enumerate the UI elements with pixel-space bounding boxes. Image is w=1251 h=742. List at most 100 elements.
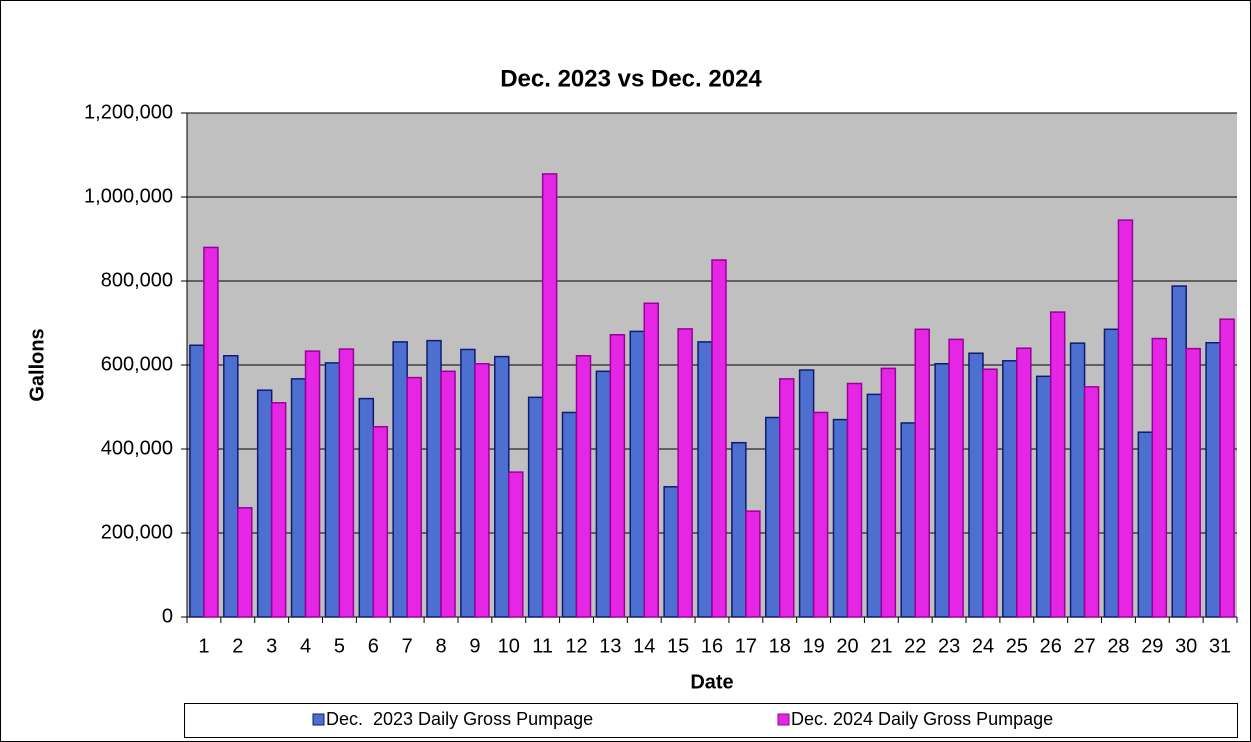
legend-swatch (777, 713, 790, 726)
bar (508, 471, 524, 618)
bar (934, 362, 950, 618)
y-axis-label: Gallons (26, 328, 48, 401)
x-tick-label: 31 (1209, 635, 1231, 657)
x-tick-label: 7 (402, 635, 413, 657)
bar (745, 510, 761, 618)
x-tick-label: 18 (769, 635, 791, 657)
bar (1002, 360, 1018, 618)
bar (358, 397, 375, 618)
bar (189, 344, 205, 618)
bar (866, 393, 883, 618)
bar (609, 334, 626, 618)
bar (914, 328, 930, 618)
x-tick-label: 19 (802, 635, 824, 657)
bar (595, 370, 612, 618)
bar (798, 369, 815, 618)
x-tick-label: 1 (198, 635, 209, 657)
bar (392, 341, 408, 618)
x-tick-label: 29 (1141, 635, 1163, 657)
bar (1069, 342, 1086, 618)
bar (697, 341, 713, 618)
bar (561, 411, 578, 618)
x-tick-label: 17 (735, 635, 757, 657)
bar (764, 416, 781, 618)
bar (256, 389, 273, 618)
x-tick-label: 12 (565, 635, 587, 657)
bar (629, 330, 646, 618)
bar (1049, 311, 1066, 618)
legend (184, 703, 1238, 738)
bar (575, 355, 592, 618)
x-tick-label: 11 (532, 635, 553, 657)
legend-label: Dec. 2023 Daily Gross Pumpage (326, 709, 593, 729)
bar (677, 328, 693, 618)
bar (426, 339, 442, 618)
bar (812, 411, 829, 618)
bar (643, 302, 660, 618)
bar (778, 378, 795, 618)
bar (474, 362, 490, 618)
bar (663, 486, 679, 618)
y-tick-label: 400,000 (101, 437, 173, 459)
x-tick-label: 8 (435, 635, 446, 657)
x-tick-label: 16 (701, 635, 723, 657)
bar (1171, 285, 1187, 618)
x-tick-label: 15 (667, 635, 689, 657)
bar (1219, 318, 1235, 618)
bar (1103, 328, 1120, 618)
bar (304, 350, 321, 618)
y-tick-label: 200,000 (101, 521, 173, 543)
bar (324, 362, 341, 618)
x-tick-label: 3 (266, 635, 277, 657)
bar (1205, 341, 1221, 618)
y-tick-label: 800,000 (101, 269, 173, 291)
bar (832, 418, 849, 618)
bar (527, 396, 544, 618)
x-tick-label: 24 (972, 635, 994, 657)
x-tick-label: 20 (836, 635, 858, 657)
bar (494, 355, 510, 618)
bar (290, 378, 307, 618)
x-tick-label: 27 (1073, 635, 1095, 657)
bar (1035, 375, 1052, 618)
bar (1185, 347, 1201, 618)
x-tick-label: 10 (498, 635, 520, 657)
bar (237, 507, 253, 618)
bar (731, 441, 747, 618)
bar (440, 370, 456, 618)
bar (968, 352, 984, 618)
legend-label: Dec. 2024 Daily Gross Pumpage (791, 709, 1053, 729)
chart-title: Dec. 2023 vs Dec. 2024 (500, 65, 762, 92)
y-tick-label: 1,200,000 (84, 101, 173, 123)
bar (460, 348, 476, 618)
x-tick-label: 25 (1006, 635, 1028, 657)
bar (846, 382, 863, 618)
bar (880, 367, 897, 618)
x-tick-label: 30 (1175, 635, 1197, 657)
y-tick-label: 0 (162, 605, 173, 627)
bar (270, 402, 287, 618)
x-tick-label: 26 (1040, 635, 1062, 657)
bar (1151, 337, 1168, 618)
bar (1137, 431, 1154, 618)
bar (203, 246, 219, 618)
x-tick-label: 28 (1107, 635, 1129, 657)
legend-swatch (312, 713, 325, 726)
x-tick-label: 5 (334, 635, 345, 657)
bar (982, 368, 998, 618)
x-tick-label: 4 (300, 635, 311, 657)
bar (541, 173, 558, 618)
bar (372, 425, 389, 618)
bar (406, 376, 422, 618)
bar (338, 348, 355, 618)
bar (948, 338, 964, 618)
x-tick-label: 13 (599, 635, 621, 657)
bar (223, 355, 239, 618)
x-tick-label: 9 (469, 635, 480, 657)
y-tick-label: 1,000,000 (84, 185, 173, 207)
bar (711, 259, 727, 618)
bar (1016, 347, 1032, 618)
x-tick-label: 6 (368, 635, 379, 657)
bar (1117, 219, 1134, 618)
